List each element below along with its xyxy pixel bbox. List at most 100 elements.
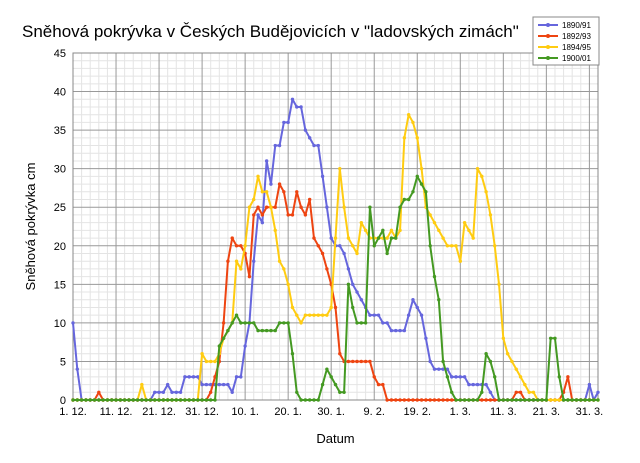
data-point — [480, 174, 484, 179]
data-point — [187, 375, 191, 379]
data-point — [596, 398, 600, 402]
data-point — [346, 236, 351, 240]
data-point — [351, 244, 355, 248]
data-point — [226, 328, 230, 333]
data-point — [282, 321, 286, 325]
data-point — [518, 390, 523, 394]
x-tick-label: 31. 3. — [576, 406, 604, 418]
data-point — [303, 313, 308, 317]
data-point — [445, 375, 450, 379]
data-point — [196, 375, 200, 379]
data-point — [196, 398, 200, 402]
data-point — [437, 228, 441, 233]
data-point — [273, 205, 277, 209]
data-point — [445, 398, 450, 402]
data-point — [157, 390, 161, 394]
data-point — [579, 398, 583, 402]
data-point — [333, 382, 338, 387]
data-point — [277, 321, 282, 325]
data-point — [441, 359, 445, 364]
data-point — [247, 274, 252, 279]
data-point — [449, 390, 454, 394]
data-point — [587, 382, 592, 387]
data-point — [239, 244, 243, 248]
data-point — [493, 244, 497, 248]
data-point — [359, 359, 364, 364]
data-point — [299, 398, 303, 402]
data-point — [161, 398, 166, 402]
data-point — [307, 398, 312, 402]
data-point — [273, 228, 277, 233]
data-point — [329, 375, 333, 379]
data-point — [441, 398, 445, 402]
data-point — [290, 213, 295, 217]
data-point — [325, 313, 329, 317]
data-point — [316, 313, 320, 317]
legend-marker — [546, 45, 550, 49]
data-point — [351, 359, 355, 364]
data-point — [256, 328, 260, 333]
data-point — [424, 190, 428, 194]
data-point — [153, 398, 157, 402]
data-point — [101, 398, 105, 402]
data-point — [570, 398, 574, 402]
x-tick-label: 11. 3. — [490, 406, 517, 418]
data-point — [277, 182, 282, 186]
data-point — [183, 375, 187, 379]
y-tick-label: 20 — [54, 241, 66, 253]
data-point — [462, 375, 467, 379]
data-point — [398, 205, 402, 209]
data-point — [432, 274, 437, 279]
data-point — [488, 359, 493, 364]
data-point — [71, 321, 75, 325]
data-point — [269, 328, 273, 333]
data-point — [217, 382, 222, 387]
data-point — [226, 382, 230, 387]
data-point — [320, 313, 325, 317]
data-point — [351, 305, 355, 310]
data-point — [398, 398, 402, 402]
data-point — [415, 398, 419, 402]
data-point — [514, 398, 518, 402]
y-tick-label: 45 — [54, 48, 66, 60]
data-point — [217, 344, 222, 348]
data-point — [548, 398, 553, 402]
data-point — [441, 367, 445, 371]
x-tick-label: 19. 2. — [403, 406, 431, 418]
data-point — [583, 398, 587, 402]
data-point — [488, 390, 493, 394]
data-point — [501, 336, 506, 341]
x-tick-label: 31. 12. — [185, 406, 219, 418]
data-point — [471, 382, 475, 387]
data-point — [523, 398, 527, 402]
y-tick-label: 0 — [60, 395, 66, 407]
data-point — [497, 398, 501, 402]
data-point — [544, 398, 549, 402]
legend-label: 1890/91 — [562, 21, 591, 30]
data-point — [514, 390, 518, 394]
data-point — [454, 244, 458, 248]
data-point — [411, 120, 415, 125]
data-point — [411, 398, 415, 402]
data-point — [394, 398, 398, 402]
data-point — [385, 321, 389, 325]
data-point — [282, 120, 286, 125]
data-point — [316, 244, 320, 248]
data-point — [497, 282, 501, 287]
x-tick-label: 20. 1. — [274, 406, 302, 418]
data-point — [505, 352, 510, 356]
data-point — [148, 398, 153, 402]
data-point — [299, 205, 303, 209]
data-point — [264, 328, 269, 333]
data-point — [191, 375, 196, 379]
data-point — [363, 321, 368, 325]
data-point — [165, 398, 170, 402]
data-point — [247, 321, 252, 325]
data-point — [157, 398, 161, 402]
data-point — [402, 328, 407, 333]
data-point — [282, 190, 286, 194]
data-point — [75, 367, 80, 371]
data-point — [295, 313, 299, 317]
data-point — [402, 197, 407, 202]
